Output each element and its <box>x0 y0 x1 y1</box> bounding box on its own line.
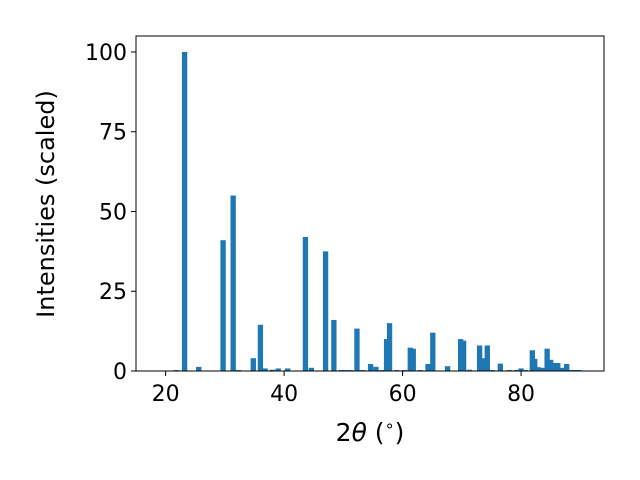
bar <box>532 358 538 371</box>
x-tick-label: 40 <box>270 382 298 407</box>
bar <box>484 345 490 371</box>
y-tick-label: 0 <box>113 360 127 385</box>
bar <box>302 237 309 371</box>
bar <box>367 363 374 371</box>
x-axis-label-symbol: θ <box>352 418 367 447</box>
bar <box>383 339 390 371</box>
bar <box>548 359 554 371</box>
bar-series <box>173 51 582 371</box>
bar <box>430 332 436 371</box>
y-tick-label: 75 <box>99 121 127 146</box>
x-tick-label: 20 <box>152 382 180 407</box>
bar <box>181 51 188 371</box>
bar <box>308 367 315 371</box>
bar <box>275 368 281 371</box>
bar <box>564 363 570 371</box>
bar <box>544 348 550 371</box>
bar <box>560 367 566 371</box>
bar <box>476 345 483 371</box>
x-tick-label: 60 <box>389 382 417 407</box>
x-axis: 20 40 60 80 <box>152 371 535 407</box>
bar <box>518 368 524 371</box>
x-axis-label-unit: ∘ <box>385 416 395 435</box>
bar <box>322 251 329 371</box>
x-axis-label-prefix: 2 <box>336 418 352 447</box>
bar <box>407 347 413 371</box>
y-tick-label: 25 <box>99 280 127 305</box>
bar <box>354 328 360 371</box>
bar <box>480 358 486 371</box>
bar <box>540 367 546 371</box>
bar <box>386 323 393 371</box>
bar <box>466 369 473 371</box>
x-axis-label-suffix: ( <box>367 418 385 447</box>
bar <box>220 240 226 371</box>
bar <box>230 195 236 371</box>
bar <box>444 366 451 371</box>
bar <box>284 368 291 371</box>
plot-frame <box>135 35 605 372</box>
bar <box>262 368 268 371</box>
bar <box>497 363 503 371</box>
x-axis-label-close: ) <box>395 418 405 447</box>
bar <box>196 366 202 371</box>
bar <box>269 369 275 371</box>
bar <box>373 366 379 371</box>
bar <box>457 339 464 371</box>
y-axis: 0 25 50 75 100 <box>85 41 136 385</box>
bar <box>460 340 467 371</box>
x-tick-label: 80 <box>507 382 535 407</box>
x-axis-label: 2θ (∘) <box>336 416 405 447</box>
y-tick-label: 50 <box>99 200 127 225</box>
bar <box>257 324 264 371</box>
bar <box>410 348 416 371</box>
y-axis-label: Intensities (scaled) <box>32 90 60 318</box>
bar <box>551 363 557 371</box>
bar <box>535 367 541 371</box>
bar <box>555 363 561 371</box>
bar <box>331 319 337 371</box>
bar <box>425 363 431 371</box>
y-tick-label: 100 <box>85 41 127 66</box>
bar <box>250 358 256 371</box>
